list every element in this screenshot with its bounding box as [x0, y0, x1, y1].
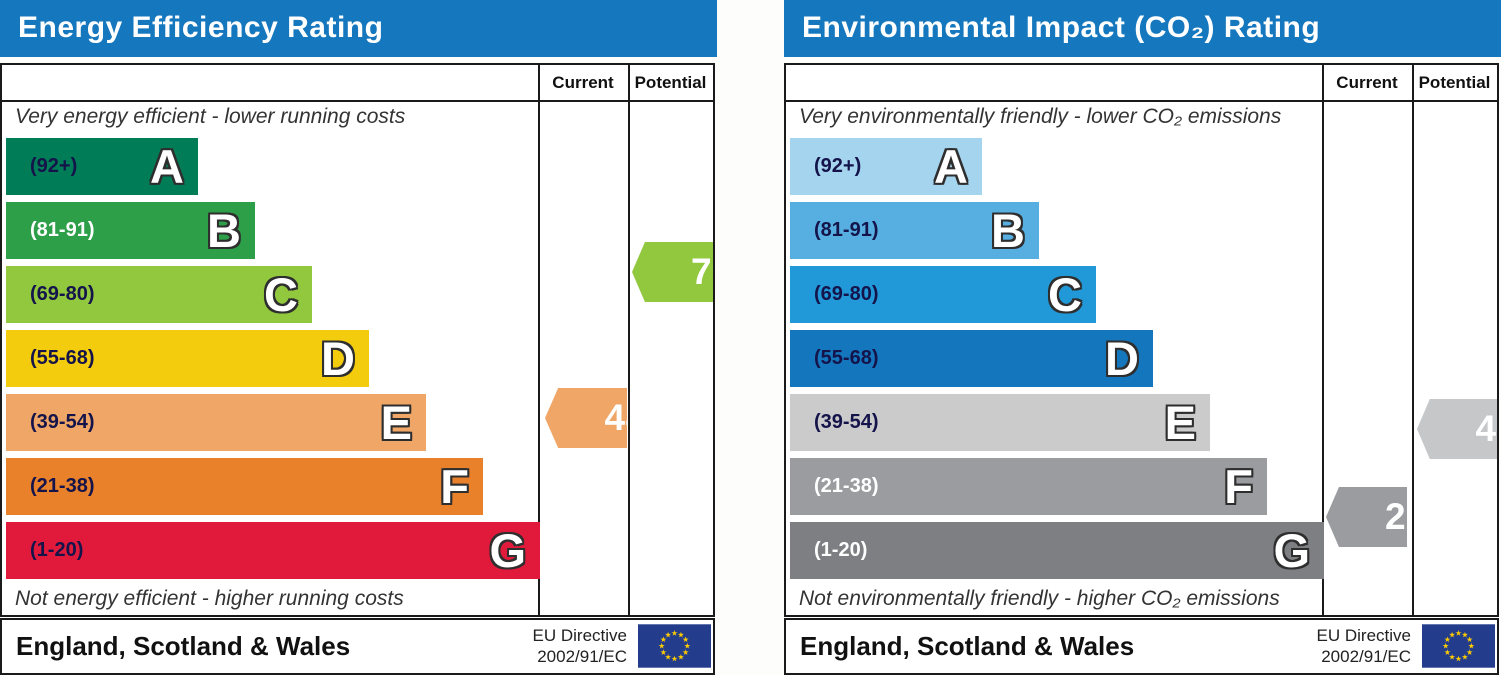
column-divider: [1322, 65, 1324, 615]
band-row-b: (81-91) B: [6, 202, 255, 259]
current-rating-value: 21: [1385, 496, 1427, 537]
potential-rating-arrow: 79: [632, 242, 713, 302]
band-letter: D: [321, 332, 355, 385]
eu-directive-label: EU Directive 2002/91/EC: [1316, 626, 1411, 666]
band-letter: C: [264, 268, 298, 321]
band-letter: E: [380, 396, 412, 449]
bottom-caption: Not energy efficient - higher running co…: [15, 587, 404, 610]
header-divider: [786, 100, 1497, 102]
band-range-label: (55-68): [30, 347, 95, 369]
band-range-label: (1-20): [30, 539, 84, 561]
band-letter: F: [440, 460, 469, 513]
band-range-label: (92+): [814, 155, 862, 177]
current-rating-value: 48: [604, 397, 646, 438]
top-caption: Very environmentally friendly - lower CO…: [799, 105, 1282, 128]
potential-rating-value: 79: [691, 251, 733, 292]
band-letter: B: [991, 204, 1025, 257]
eu-flag-icon: [1422, 624, 1495, 668]
column-divider: [538, 65, 540, 615]
band-letter: G: [1273, 524, 1310, 577]
band-range-label: (1-20): [814, 539, 868, 561]
footer-bar: England, Scotland & Wales EU Directive 2…: [784, 618, 1499, 675]
band-row-e: (39-54) E: [790, 394, 1210, 451]
band-letter: A: [934, 140, 968, 193]
potential-column-header: Potential: [634, 73, 707, 92]
band-letter: B: [207, 204, 241, 257]
band-letter: D: [1105, 332, 1139, 385]
column-divider: [1412, 65, 1414, 615]
current-rating-arrow: 48: [545, 388, 627, 448]
band-row-g: (1-20) G: [790, 522, 1324, 579]
band-row-c: (69-80) C: [790, 266, 1096, 323]
region-label: England, Scotland & Wales: [16, 631, 351, 661]
band-range-label: (69-80): [30, 283, 95, 305]
band-range-label: (81-91): [814, 219, 879, 241]
potential-rating-arrow: 45: [1417, 399, 1497, 459]
band-letter: G: [489, 524, 526, 577]
top-caption: Very energy efficient - lower running co…: [15, 105, 406, 128]
band-row-g: (1-20) G: [6, 522, 540, 579]
bottom-caption: Not environmentally friendly - higher CO…: [799, 587, 1280, 610]
eu-directive-label: EU Directive 2002/91/EC: [532, 626, 627, 666]
column-divider: [628, 65, 630, 615]
band-letter: C: [1048, 268, 1082, 321]
current-rating-arrow: 21: [1326, 487, 1407, 547]
band-row-f: (21-38) F: [6, 458, 483, 515]
band-range-label: (21-38): [30, 475, 95, 497]
band-range-label: (81-91): [30, 219, 95, 241]
band-range-label: (39-54): [814, 411, 879, 433]
potential-rating-value: 45: [1475, 408, 1497, 449]
footer-bar: England, Scotland & Wales EU Directive 2…: [0, 618, 715, 675]
region-label: England, Scotland & Wales: [800, 631, 1135, 661]
band-range-label: (69-80): [814, 283, 879, 305]
potential-column-header: Potential: [1418, 73, 1491, 92]
environmental-impact-panel: Environmental Impact (CO₂) Rating Curren…: [784, 0, 1501, 675]
environmental-impact-title: Environmental Impact (CO₂) Rating: [784, 0, 1501, 57]
band-range-label: (55-68): [814, 347, 879, 369]
band-row-d: (55-68) D: [790, 330, 1153, 387]
band-row-b: (81-91) B: [790, 202, 1039, 259]
band-row-a: (92+) A: [790, 138, 982, 195]
band-range-label: (92+): [30, 155, 78, 177]
environmental-impact-chart: Current Potential Very environmentally f…: [784, 63, 1499, 617]
energy-efficiency-panel: Energy Efficiency Rating Current Potenti…: [0, 0, 717, 675]
band-row-f: (21-38) F: [790, 458, 1267, 515]
energy-efficiency-chart: Current Potential Very energy efficient …: [0, 63, 715, 617]
band-row-e: (39-54) E: [6, 394, 426, 451]
band-letter: A: [150, 140, 184, 193]
header-divider: [2, 100, 713, 102]
band-row-d: (55-68) D: [6, 330, 369, 387]
energy-efficiency-title: Energy Efficiency Rating: [0, 0, 717, 57]
band-row-c: (69-80) C: [6, 266, 312, 323]
band-range-label: (21-38): [814, 475, 879, 497]
band-row-a: (92+) A: [6, 138, 198, 195]
eu-flag-icon: [638, 624, 711, 668]
band-range-label: (39-54): [30, 411, 95, 433]
band-letter: E: [1164, 396, 1196, 449]
band-letter: F: [1224, 460, 1253, 513]
current-column-header: Current: [1336, 73, 1398, 92]
current-column-header: Current: [552, 73, 614, 92]
